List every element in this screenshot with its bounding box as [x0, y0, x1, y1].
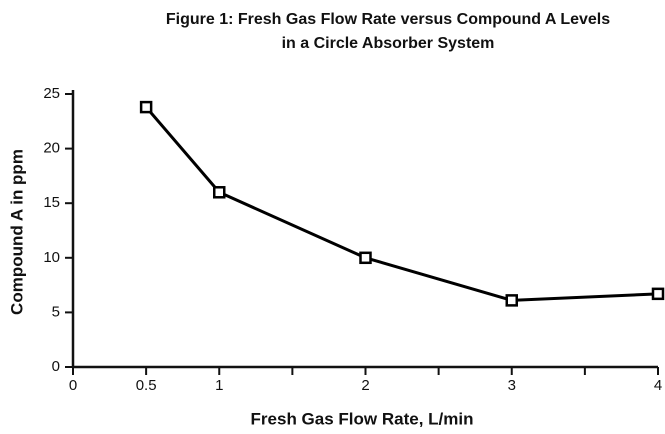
data-point [139, 100, 153, 114]
y-tick-label: 0 [52, 358, 60, 375]
y-tick-label: 5 [52, 303, 60, 320]
chart-title: in a Circle Absorber System [282, 35, 495, 52]
data-point [505, 294, 518, 307]
x-tick-label: 2 [361, 377, 369, 394]
y-tick-label: 20 [43, 140, 60, 157]
data-point [359, 251, 372, 265]
data-point [651, 287, 665, 301]
chart-title: Figure 1: Fresh Gas Flow Rate versus Com… [166, 11, 610, 28]
data-line [144, 106, 659, 302]
data-point [213, 186, 226, 199]
x-tick-label: 0 [69, 377, 77, 394]
y-axis-label: Compound A in ppm [7, 149, 26, 315]
x-axis-label: Fresh Gas Flow Rate, L/min [251, 409, 474, 428]
x-tick-label: 4 [654, 377, 662, 394]
y-tick-label: 10 [43, 249, 60, 266]
y-tick-label: 25 [43, 85, 60, 102]
x-tick-label: 3 [508, 377, 516, 394]
y-tick-label: 15 [43, 194, 60, 211]
x-tick-label: 1 [215, 377, 223, 394]
x-tick-label: 0.5 [136, 377, 157, 394]
